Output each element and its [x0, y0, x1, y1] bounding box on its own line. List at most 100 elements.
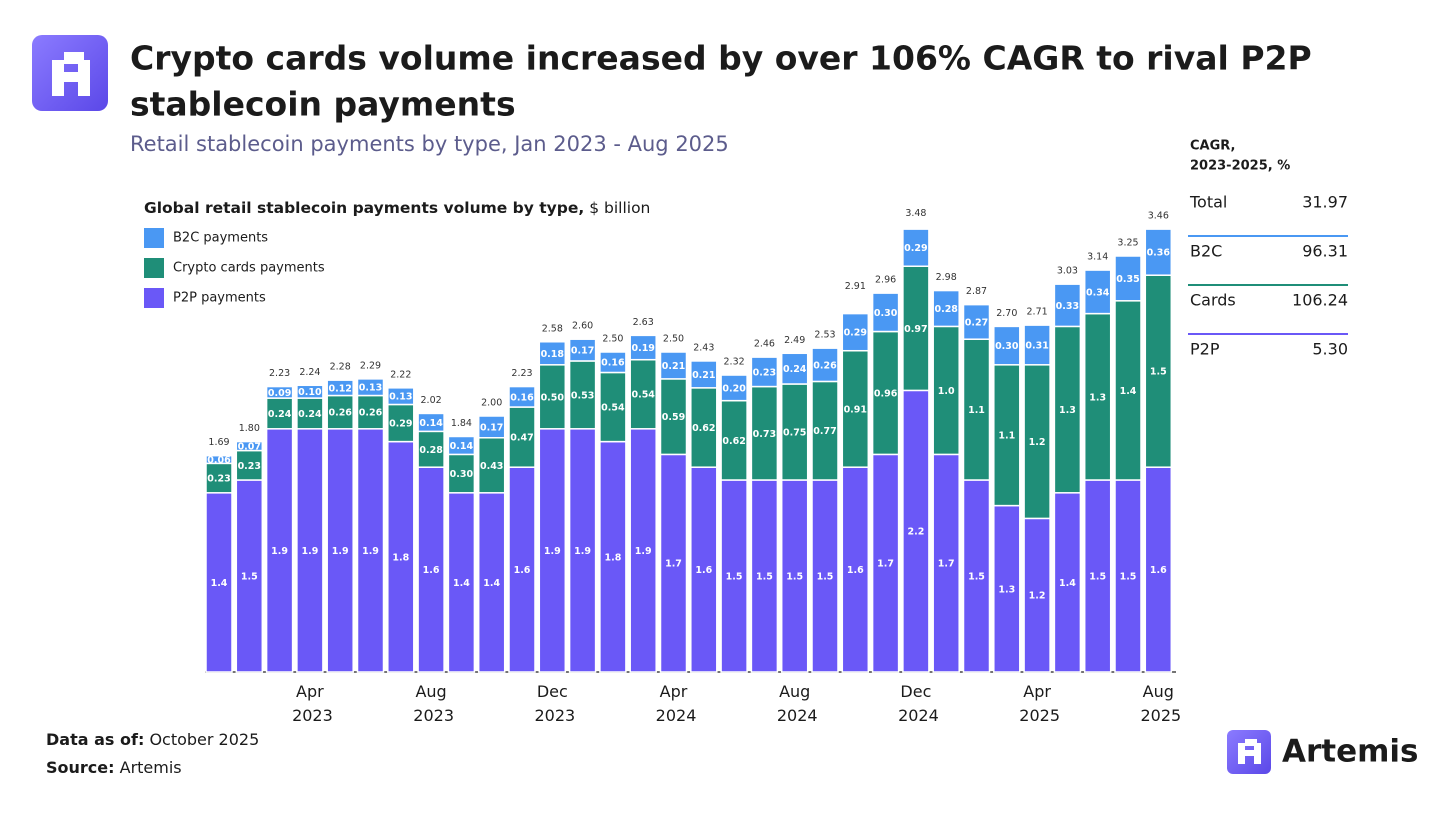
total-label: 3.25	[1117, 238, 1138, 249]
bar-segment	[1023, 364, 1051, 520]
bar-segment	[780, 479, 809, 673]
total-label: 2.00	[481, 398, 502, 409]
bar-segment	[1053, 283, 1082, 328]
segment-label: 0.54	[601, 403, 625, 414]
segment-label: 0.23	[753, 367, 776, 378]
x-tick-label: Dec 2023	[529, 682, 575, 725]
x-tick-line: 2025	[1014, 706, 1060, 725]
total-label: 1.80	[239, 423, 260, 434]
bar-segment	[629, 358, 657, 430]
segment-label: 1.6	[1150, 565, 1167, 576]
logo	[32, 35, 108, 111]
segment-label: 0.17	[571, 346, 594, 357]
segment-label: 0.30	[995, 341, 1019, 352]
segment-label: 0.28	[419, 445, 443, 456]
bar-segment	[720, 399, 748, 481]
segment-label: 1.4	[1059, 578, 1076, 589]
segment-label: 0.17	[480, 422, 503, 433]
segment-label: 1.5	[241, 572, 258, 583]
segment-label: 0.59	[662, 412, 685, 423]
bar-segment	[841, 312, 870, 352]
x-tick-line: Apr	[1023, 682, 1051, 701]
segment-label: 1.2	[1029, 437, 1046, 448]
bar-segment	[780, 352, 809, 385]
segment-label: 1.4	[1120, 386, 1137, 397]
chart-title-main: Global retail stablecoin payments volume…	[144, 199, 584, 217]
x-tick-line: Dec	[900, 682, 931, 701]
bar-segment	[1023, 517, 1051, 673]
segment-label: 0.29	[844, 328, 867, 339]
bar-segment	[841, 466, 870, 673]
bar-segment	[690, 360, 718, 389]
bar-segment	[811, 479, 839, 673]
segment-label: 0.75	[783, 428, 806, 439]
bar-segment	[780, 383, 809, 481]
total-label: 2.70	[996, 308, 1017, 319]
segment-label: 1.9	[362, 546, 379, 557]
x-tick-label: Apr 2023	[287, 682, 333, 725]
row-value: 5.30	[1312, 340, 1348, 359]
bar-segment	[1083, 312, 1112, 481]
x-tick-line: 2025	[1135, 706, 1181, 725]
footer-label: Data as of:	[46, 730, 144, 749]
segment-label: 0.43	[480, 461, 503, 472]
bar-segment	[962, 303, 991, 340]
x-tick-line: Dec	[537, 682, 568, 701]
segment-label: 1.9	[574, 546, 591, 557]
segment-label: 0.33	[1056, 301, 1079, 312]
bar-segment	[417, 430, 445, 468]
bar-segment	[417, 412, 445, 433]
x-tick-line: 2024	[772, 706, 818, 725]
x-tick-line: Apr	[296, 682, 324, 701]
bar-segment	[205, 454, 233, 465]
total-label: 2.71	[1027, 307, 1048, 318]
segment-label: 1.6	[695, 565, 712, 576]
segment-label: 0.77	[813, 426, 836, 437]
brand-logo	[1227, 730, 1271, 774]
bar-segment	[568, 338, 597, 362]
segment-label: 1.3	[1059, 405, 1076, 416]
segment-label: 0.30	[450, 469, 474, 480]
segment-label: 0.13	[389, 392, 412, 403]
title-line: stablecoin payments	[130, 85, 516, 124]
segment-label: 0.53	[571, 390, 594, 401]
segment-label: 0.47	[510, 433, 533, 444]
bar-segment	[750, 356, 779, 388]
row-value: 96.31	[1302, 242, 1348, 261]
x-tick-label: Aug 2023	[408, 682, 454, 725]
segment-label: 0.73	[753, 429, 776, 440]
segment-label: 1.2	[1029, 591, 1046, 602]
total-label: 2.50	[602, 334, 623, 345]
total-label: 2.24	[299, 367, 320, 378]
segment-label: 0.09	[268, 388, 291, 399]
total-label: 2.49	[784, 335, 805, 346]
segment-label: 1.8	[604, 552, 621, 563]
bar-segment	[599, 351, 627, 374]
bar-segment	[265, 397, 294, 430]
total-label: 3.48	[905, 208, 926, 219]
footer-value: Artemis	[120, 758, 182, 777]
x-tick-line: Apr	[660, 682, 688, 701]
bar-segment	[326, 379, 354, 397]
total-label: 2.32	[724, 357, 745, 368]
table-header: 2023-2025, %	[1190, 159, 1290, 174]
segment-label: 0.10	[298, 387, 322, 398]
segment-label: 0.27	[965, 317, 988, 328]
bar-segment	[1114, 479, 1142, 673]
bar-segment	[1083, 269, 1112, 315]
segment-label: 0.24	[783, 364, 807, 375]
segment-label: 0.28	[934, 304, 958, 315]
x-tick-line: Aug	[779, 682, 810, 701]
bar-segment	[477, 437, 506, 494]
segment-label: 0.26	[813, 360, 837, 371]
x-tick-line: 2023	[408, 706, 454, 725]
bar-segment	[1144, 228, 1173, 276]
segment-label: 1.5	[786, 572, 803, 583]
segment-label: 0.31	[1025, 340, 1048, 351]
chart-unit: $ billion	[589, 199, 650, 217]
bar-segment	[205, 462, 233, 494]
total-label: 2.28	[330, 362, 351, 373]
subtitle: Retail stablecoin payments by type, Jan …	[130, 132, 729, 156]
segment-label: 1.9	[635, 546, 652, 557]
bar-segment	[538, 428, 567, 673]
